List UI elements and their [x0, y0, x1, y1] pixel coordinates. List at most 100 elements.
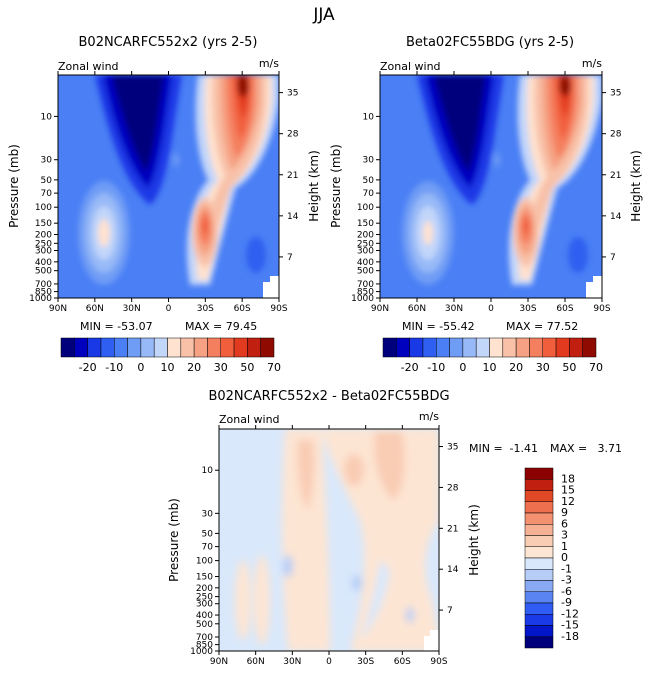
pressure-tick-label: 250	[196, 593, 213, 603]
height-tick-label: 14	[287, 212, 299, 222]
colorbar-label: 12	[561, 495, 575, 508]
colorbar-swatch	[127, 337, 142, 358]
x-tick-label: 0	[326, 657, 332, 667]
colorbar-label: -18	[561, 630, 579, 643]
height-tick-label: 28	[447, 483, 459, 493]
colorbar-swatch	[153, 337, 168, 358]
colorbar-swatch	[462, 337, 477, 358]
colorbar-swatch	[555, 337, 570, 358]
colorbar-swatch	[524, 490, 554, 502]
panel-3-variable: Zonal wind	[219, 413, 280, 426]
colorbar-label: 70	[267, 361, 281, 374]
height-tick-label: 35	[610, 89, 621, 99]
colorbar-swatch	[524, 524, 554, 536]
colorbar-swatch	[436, 337, 450, 358]
colorbar-label: 30	[536, 361, 550, 374]
panel-1-polar-jet-core	[112, 75, 164, 172]
colorbar-label: -1	[561, 562, 572, 575]
pressure-tick-label: 100	[357, 203, 374, 213]
height-tick-label: 7	[610, 253, 616, 263]
x-tick-label: 0	[488, 304, 494, 314]
colorbar-label: -9	[561, 596, 572, 609]
panel-3-missing-data-1	[424, 636, 439, 651]
colorbar-swatch	[247, 337, 261, 358]
height-tick-label: 7	[447, 606, 453, 616]
pressure-tick-label: 1000	[29, 294, 52, 304]
panel-3-positive-band-north	[282, 429, 330, 651]
colorbar-swatch	[193, 337, 208, 358]
pressure-tick-label: 700	[35, 280, 52, 290]
pressure-tick-label: 300	[357, 247, 374, 257]
panel-2: Beta02FC55BDG (yrs 2-5) Zonal wind m/s	[329, 35, 643, 374]
pressure-tick-label: 150	[357, 219, 374, 229]
pressure-tick-label: 700	[196, 633, 213, 643]
pressure-tick-label: 500	[196, 620, 213, 630]
colorbar-swatch	[233, 337, 248, 358]
colorbar-swatch	[524, 557, 554, 570]
pressure-tick-label: 50	[41, 176, 53, 186]
panel-3-missing-data-2	[430, 630, 439, 637]
colorbar-label: -6	[561, 585, 572, 598]
pressure-tick-label: 850	[35, 288, 52, 298]
panel-2-lower-jet-core	[523, 218, 529, 234]
panel-3-min-value: -1.41	[510, 442, 538, 455]
colorbar-swatch	[207, 337, 221, 358]
colorbar-swatch	[449, 337, 464, 358]
colorbar-swatch	[524, 512, 554, 525]
x-tick-label: 30N	[123, 304, 141, 314]
panel-3-ticks: 90N 60N 30N 0 30S 60S 90S103050701001502002503…	[190, 425, 459, 667]
panel-3: B02NCARFC552x2 - Beta02FC55BDG Zonal win…	[167, 389, 622, 667]
pressure-tick-label: 50	[202, 529, 214, 539]
colorbar-label: 9	[561, 506, 568, 519]
colorbar-label: -20	[79, 361, 97, 374]
panel-1-title: B02NCARFC552x2 (yrs 2-5)	[79, 35, 258, 50]
panel-1: B02NCARFC552x2 (yrs 2-5) Zonal wind m/s	[7, 35, 321, 374]
panel-3-ylabel: Pressure (mb)	[167, 498, 181, 582]
x-tick-label: 30S	[197, 304, 214, 314]
x-tick-label: 60N	[247, 657, 265, 667]
x-tick-label: 60S	[234, 304, 251, 314]
panel-1-ticks: 90N 60N 30N 0 30S 60S 90S103050701001502002503…	[29, 71, 299, 314]
pressure-tick-label: 30	[202, 509, 214, 519]
x-tick-label: 30N	[283, 657, 301, 667]
panel-2-missing-data-1	[586, 282, 602, 298]
pressure-tick-label: 10	[363, 112, 375, 122]
panel-2-ticks: 90N 60N 30N 0 30S 60S 90S103050701001502002503…	[351, 71, 622, 314]
colorbar-swatch	[529, 337, 543, 358]
x-tick-label: 90N	[371, 304, 389, 314]
pressure-tick-label: 150	[35, 219, 52, 229]
colorbar-swatch	[542, 337, 557, 358]
colorbar-swatch	[100, 337, 115, 358]
colorbar-swatch	[502, 337, 517, 358]
panel-3-negative-blob-3	[406, 607, 414, 623]
colorbar-label: 18	[561, 472, 575, 485]
panel-2-subtropical-core	[423, 221, 433, 245]
panel-2-ylabel: Pressure (mb)	[329, 144, 343, 228]
pressure-tick-label: 100	[196, 557, 213, 567]
panel-2-westerly-core	[559, 76, 571, 96]
colorbar-swatch	[422, 337, 437, 358]
x-tick-label: 90N	[49, 304, 67, 314]
pressure-tick-label: 250	[357, 239, 374, 249]
colorbar-swatch	[524, 479, 554, 491]
colorbar-label: 6	[561, 517, 568, 530]
height-tick-label: 28	[287, 130, 299, 140]
panel-3-negative-tongue	[360, 560, 390, 640]
panel-1-max: MAX = 79.45	[185, 320, 257, 333]
pressure-tick-label: 400	[357, 258, 374, 268]
colorbar-swatch	[524, 467, 554, 480]
pressure-tick-label: 1000	[351, 294, 374, 304]
height-tick-label: 21	[287, 171, 298, 181]
panel-2-south-easterly	[568, 237, 588, 273]
pressure-tick-label: 1000	[190, 647, 213, 657]
panel-3-max-ridge-north	[297, 440, 315, 510]
panel-3-max-value: 3.71	[598, 442, 623, 455]
panel-1-westerly-core	[237, 75, 249, 97]
colorbar-swatch	[524, 580, 554, 592]
panel-3-min-text: MIN =	[469, 442, 503, 455]
panel-2-units: m/s	[582, 57, 602, 70]
colorbar-label: 50	[562, 361, 576, 374]
colorbar-swatch	[524, 569, 554, 581]
colorbar-swatch	[167, 337, 182, 358]
colorbar-label: 30	[214, 361, 228, 374]
